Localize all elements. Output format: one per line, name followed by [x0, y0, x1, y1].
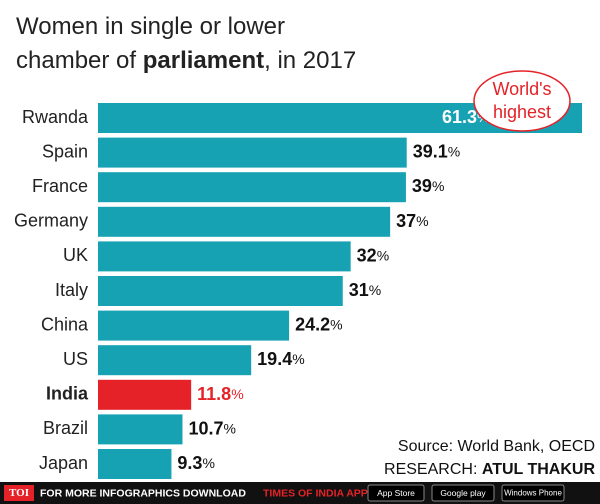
value-label-part: 11.8 [197, 384, 231, 404]
value-label-part: 10.7 [188, 418, 223, 438]
value-label-part: 37 [396, 211, 416, 231]
value-label-part: 31 [349, 280, 369, 300]
value-label-part: % [224, 420, 236, 436]
value-label-part: % [369, 282, 381, 298]
footer-logo-box [4, 485, 34, 501]
value-label: 9.3% [177, 453, 214, 473]
category-label: Brazil [43, 418, 88, 438]
value-label-part: % [330, 316, 342, 332]
annotation: World's [492, 79, 551, 99]
value-label: 24.2% [295, 314, 343, 334]
bar [98, 449, 172, 479]
value-label-part: % [202, 455, 214, 471]
footer-text: FOR MORE INFOGRAPHICS DOWNLOAD [40, 487, 246, 499]
bar [98, 414, 183, 445]
value-label-part: 9.3 [177, 453, 202, 473]
category-label: France [32, 176, 88, 196]
value-label-part: 39.1 [413, 141, 448, 161]
bar [98, 241, 351, 272]
bar [98, 137, 407, 168]
title-part: chamber of [16, 47, 143, 74]
bar [98, 206, 391, 237]
value-label-part: 32 [357, 245, 377, 265]
category-label: Japan [39, 453, 88, 473]
bar [98, 310, 290, 341]
bar [98, 379, 192, 410]
footer-app: TIMES OF INDIA APP [263, 487, 368, 499]
annotation: highest [493, 102, 551, 122]
value-label: 19.4% [257, 349, 305, 369]
value-label: 11.8% [197, 384, 244, 404]
category-label: UK [63, 245, 88, 265]
research-part: ATUL THAKUR [482, 461, 596, 478]
value-label-part: % [377, 247, 389, 263]
badge-box [501, 484, 565, 502]
chart-title: Women in single or lower [16, 13, 285, 40]
research-part: RESEARCH: [384, 461, 482, 478]
badge[interactable]: Windows Phone [504, 489, 562, 498]
title-part: Women in single or lower [16, 13, 285, 40]
bar [98, 276, 343, 306]
value-label: 39% [412, 176, 444, 196]
annotation-circle [473, 70, 571, 132]
value-label-part: % [292, 351, 304, 367]
category-label: Spain [42, 141, 88, 161]
value-label-part: 61.3 [442, 107, 477, 127]
badge[interactable]: Google play [440, 488, 486, 498]
badge-box [367, 484, 425, 502]
value-label: 32% [357, 245, 389, 265]
badge[interactable]: App Store [377, 488, 415, 498]
value-label: 37% [396, 211, 428, 231]
value-label-part: % [432, 178, 444, 194]
value-label-part: % [448, 143, 460, 159]
value-label-part: 19.4 [257, 349, 292, 369]
category-label: Rwanda [22, 107, 89, 127]
value-label-part: % [416, 213, 428, 229]
badge-box [431, 484, 495, 502]
bar [98, 172, 406, 203]
category-label: India [46, 384, 89, 404]
category-label: Germany [14, 211, 88, 231]
value-label-part: 39 [412, 176, 432, 196]
value-label: 39.1% [413, 141, 461, 161]
category-label: China [41, 314, 89, 334]
title-part: parliament [143, 47, 264, 74]
chart-title: chamber of parliament, in 2017 [16, 47, 356, 74]
title-part: , in 2017 [264, 47, 356, 74]
category-label: US [63, 349, 88, 369]
value-label: 10.7% [188, 418, 236, 438]
value-label-part: 24.2 [295, 314, 330, 334]
source: Source: World Bank, OECD [398, 438, 595, 455]
value-label: 31% [349, 280, 381, 300]
footer-logo: TOI [9, 487, 29, 499]
research: RESEARCH: ATUL THAKUR [384, 461, 595, 478]
bar [98, 345, 252, 376]
category-label: Italy [55, 280, 88, 300]
value-label-part: % [231, 386, 243, 402]
